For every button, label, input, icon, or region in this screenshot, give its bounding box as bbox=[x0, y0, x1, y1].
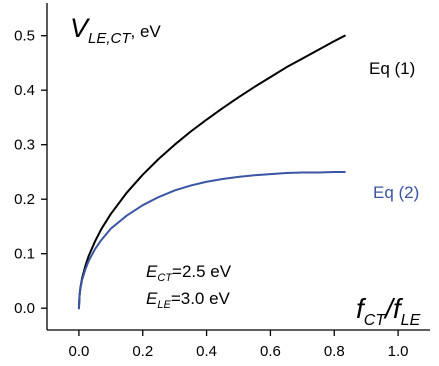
annotation-e-ct: ECT=2.5 eV bbox=[146, 262, 232, 284]
series-layer bbox=[77, 34, 346, 310]
series-label-eq1: Eq (1) bbox=[369, 59, 415, 78]
y-tick-label: 0.4 bbox=[14, 82, 35, 99]
annotation-e-le-value: =3.0 eV bbox=[171, 289, 231, 308]
x-axis-title-main1: f bbox=[356, 293, 367, 324]
x-axis-title: fCT/fLE bbox=[356, 293, 421, 329]
y-ticks: 0.0 0.1 0.2 0.3 0.4 0.5 bbox=[14, 28, 47, 317]
x-axis-title-sep: / bbox=[383, 293, 396, 324]
x-axis-title-sub2: LE bbox=[401, 312, 421, 329]
x-tick-label: 0.2 bbox=[132, 343, 153, 360]
y-axis-title-main: V bbox=[70, 13, 91, 43]
y-tick-label: 0.1 bbox=[14, 246, 35, 263]
annotation-e-ct-value: =2.5 eV bbox=[172, 262, 232, 281]
x-tick-label: 1.0 bbox=[388, 343, 409, 360]
plot-area: 0.0 0.1 0.2 0.3 0.4 0.5 0.0 0.2 0.4 0.6 0.8 1.0 bbox=[14, 3, 430, 360]
y-tick-label: 0.3 bbox=[14, 137, 35, 154]
x-tick-label: 0.0 bbox=[68, 343, 89, 360]
annotation-e-le: ELE=3.0 eV bbox=[146, 289, 231, 311]
y-axis-title-sub: LE,CT bbox=[88, 30, 132, 47]
annotation-e-le-main: E bbox=[146, 289, 158, 308]
y-axis-title-unit: , eV bbox=[131, 22, 162, 41]
x-ticks: 0.0 0.2 0.4 0.6 0.8 1.0 bbox=[68, 330, 409, 360]
series-label-eq2: Eq (2) bbox=[373, 183, 419, 202]
x-tick-label: 0.4 bbox=[196, 343, 217, 360]
annotation-e-ct-sub: CT bbox=[157, 272, 173, 284]
y-tick-label: 0.0 bbox=[14, 300, 35, 317]
y-tick-label: 0.2 bbox=[14, 191, 35, 208]
x-axis-title-sub1: CT bbox=[364, 312, 387, 329]
annotation-e-ct-main: E bbox=[146, 262, 158, 281]
series-line-eq2 bbox=[77, 170, 346, 310]
annotation-e-le-sub: LE bbox=[157, 299, 171, 311]
x-tick-label: 0.8 bbox=[324, 343, 345, 360]
x-axis-title-main2: f bbox=[393, 293, 404, 324]
y-tick-label: 0.5 bbox=[14, 28, 35, 45]
x-tick-label: 0.6 bbox=[260, 343, 281, 360]
y-axis-title: VLE,CT, eV bbox=[70, 13, 161, 47]
